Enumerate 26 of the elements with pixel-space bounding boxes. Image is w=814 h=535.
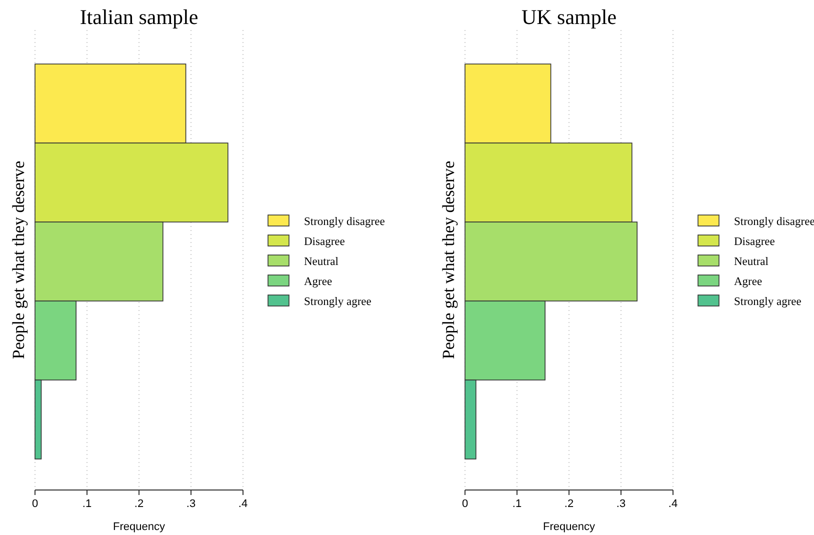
legend-label: Disagree — [304, 236, 345, 248]
legend-label: Agree — [304, 276, 332, 288]
chart-title: UK sample — [521, 5, 617, 29]
x-tick-label: .1 — [512, 498, 522, 510]
chart-title: Italian sample — [80, 5, 198, 29]
x-tick-label: .3 — [616, 498, 626, 510]
x-tick-label: .3 — [186, 498, 196, 510]
legend-label: Strongly agree — [304, 296, 372, 308]
x-tick-label: .4 — [668, 498, 678, 510]
x-tick-label: 0 — [462, 498, 468, 510]
legend-label: Strongly disagree — [304, 216, 385, 228]
x-tick-label: .2 — [134, 498, 144, 510]
x-tick-label: .1 — [82, 498, 92, 510]
x-axis-title: Frequency — [113, 521, 166, 533]
legend-label: Strongly agree — [734, 296, 802, 308]
y-axis-title: People get what they deserve — [439, 160, 458, 360]
legend-label: Neutral — [734, 256, 768, 268]
x-axis-title: Frequency — [543, 521, 596, 533]
legend-label: Neutral — [304, 256, 338, 268]
legend-label: Strongly disagree — [734, 216, 814, 228]
legend-label: Agree — [734, 276, 762, 288]
x-tick-label: 0 — [32, 498, 38, 510]
x-tick-label: .2 — [564, 498, 574, 510]
legend-label: Disagree — [734, 236, 775, 248]
x-tick-label: .4 — [238, 498, 248, 510]
y-axis-title: People get what they deserve — [9, 160, 28, 360]
